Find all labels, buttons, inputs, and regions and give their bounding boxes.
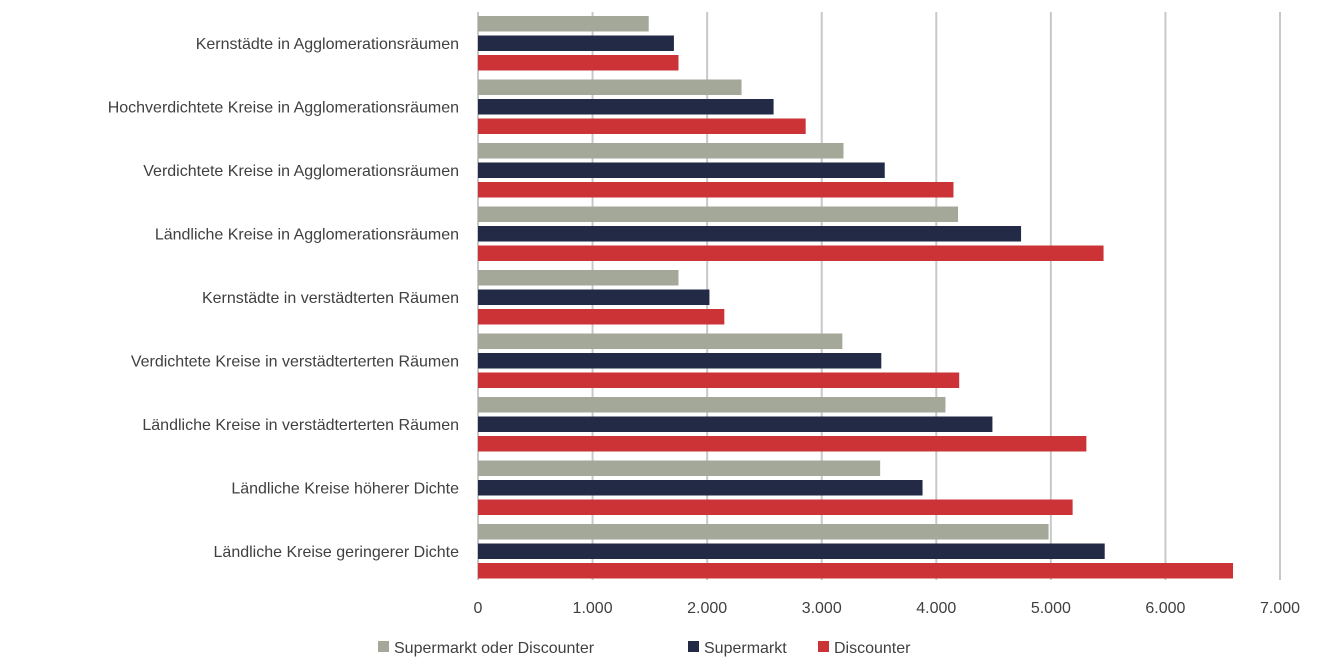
category-labels: Kernstädte in Agglomerationsräumen Hochve… [108, 36, 459, 561]
bar-supermarkt [478, 99, 774, 115]
category-label: Ländliche Kreise in verstädterterten Räu… [142, 417, 459, 434]
legend: Supermarkt oder Discounter Supermarkt Disc… [378, 640, 911, 657]
legend-label: Supermarkt [704, 640, 787, 657]
x-tick-label: 1.000 [573, 600, 613, 617]
bar-discounter [478, 118, 806, 134]
x-axis-tick-labels: 0 1.000 2.000 3.000 4.000 5.000 6.000 7.000 [474, 600, 1301, 617]
x-tick-label: 6.000 [1145, 600, 1185, 617]
bar-supermarkt [478, 289, 710, 305]
bar-supermarkt-oder-discounter [478, 16, 649, 32]
x-tick-label: 3.000 [802, 600, 842, 617]
bar-discounter [478, 245, 1104, 261]
bar-discounter [478, 436, 1087, 452]
x-tick-label: 0 [474, 600, 483, 617]
x-tick-label: 2.000 [687, 600, 727, 617]
bar-discounter [478, 55, 679, 71]
bar-supermarkt-oder-discounter [478, 524, 1049, 540]
category-label: Verdichtete Kreise in verstädterterten R… [131, 353, 459, 370]
bar-supermarkt-oder-discounter [478, 143, 844, 159]
bar-supermarkt-oder-discounter [478, 79, 742, 95]
x-tick-label: 7.000 [1260, 600, 1300, 617]
bar-discounter [478, 182, 954, 198]
bar-discounter [478, 563, 1234, 579]
legend-label: Discounter [834, 640, 911, 657]
bars [478, 16, 1234, 579]
bar-supermarkt-oder-discounter [478, 206, 959, 222]
category-label: Verdichtete Kreise in Agglomerationsräum… [143, 163, 459, 180]
legend-swatch [378, 641, 389, 652]
legend-swatch [818, 641, 829, 652]
category-label: Kernstädte in Agglomerationsräumen [196, 36, 459, 53]
bar-supermarkt [478, 480, 923, 496]
bar-supermarkt [478, 416, 993, 432]
bar-supermarkt [478, 543, 1105, 559]
bar-supermarkt [478, 226, 1022, 242]
bar-supermarkt [478, 162, 885, 178]
category-label: Ländliche Kreise höherer Dichte [231, 480, 459, 497]
bar-supermarkt [478, 353, 882, 369]
bar-discounter [478, 309, 725, 325]
bar-supermarkt-oder-discounter [478, 460, 881, 476]
bar-discounter [478, 499, 1073, 515]
bar-supermarkt [478, 35, 674, 51]
category-label: Kernstädte in verstädterten Räumen [202, 290, 459, 307]
category-label: Hochverdichtete Kreise in Agglomerations… [108, 99, 459, 116]
legend-label: Supermarkt oder Discounter [394, 640, 595, 657]
category-label: Ländliche Kreise in Agglomerationsräumen [155, 226, 459, 243]
category-label: Ländliche Kreise geringerer Dichte [214, 544, 460, 561]
bar-supermarkt-oder-discounter [478, 397, 946, 413]
legend-swatch [688, 641, 699, 652]
x-tick-label: 5.000 [1031, 600, 1071, 617]
bar-supermarkt-oder-discounter [478, 333, 843, 349]
bar-discounter [478, 372, 960, 388]
bar-supermarkt-oder-discounter [478, 270, 679, 286]
x-tick-label: 4.000 [916, 600, 956, 617]
